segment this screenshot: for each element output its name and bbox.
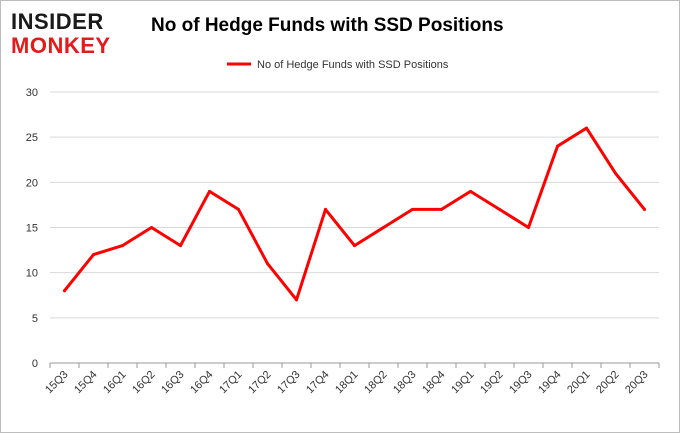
- x-tick-label: 20Q1: [565, 369, 593, 397]
- x-tick-label: 16Q2: [130, 369, 158, 397]
- x-tick-label: 17Q2: [246, 369, 274, 397]
- x-tick-label: 19Q2: [478, 369, 506, 397]
- x-tick-label: 16Q4: [188, 369, 216, 397]
- data-point: [92, 253, 95, 257]
- logo-text-top: INSIDER: [11, 9, 104, 34]
- x-tick-label: 18Q4: [420, 369, 448, 397]
- data-point: [237, 207, 240, 211]
- data-point: [382, 226, 385, 229]
- data-point: [295, 298, 298, 302]
- x-tick-label: 17Q1: [217, 369, 245, 397]
- x-tick-label: 20Q2: [594, 369, 622, 397]
- data-point: [556, 144, 559, 148]
- data-point: [208, 189, 211, 193]
- data-point: [150, 226, 153, 229]
- y-tick-label: 25: [26, 132, 38, 144]
- y-tick-label: 0: [32, 358, 38, 370]
- logo-text-bottom: MONKEY: [11, 33, 111, 58]
- data-point: [469, 189, 472, 193]
- x-tick-label: 17Q3: [275, 369, 303, 397]
- legend-label: No of Hedge Funds with SSD Positions: [257, 59, 449, 71]
- x-tick-label: 19Q1: [449, 369, 477, 397]
- x-tick-label: 19Q4: [536, 369, 564, 397]
- x-tick-label: 15Q3: [43, 369, 71, 397]
- chart-title: No of Hedge Funds with SSD Positions: [151, 15, 504, 36]
- data-point: [585, 126, 588, 130]
- y-tick-label: 20: [26, 177, 38, 189]
- x-tick-label: 17Q4: [304, 369, 332, 397]
- x-tick-label: 18Q1: [333, 369, 361, 397]
- data-point: [614, 171, 617, 175]
- x-tick-label: 18Q2: [362, 369, 390, 397]
- data-point: [527, 226, 530, 229]
- x-tick-label: 16Q1: [101, 369, 129, 397]
- data-point: [121, 244, 124, 248]
- data-point: [266, 262, 269, 266]
- data-point: [411, 207, 414, 211]
- y-tick-label: 10: [26, 268, 38, 280]
- data-point: [63, 289, 66, 293]
- x-tick-label: 20Q3: [623, 369, 651, 397]
- data-point: [353, 244, 356, 248]
- y-tick-label: 30: [26, 87, 38, 99]
- y-tick-label: 5: [32, 313, 38, 325]
- x-tick-label: 18Q3: [391, 369, 419, 397]
- data-point: [498, 207, 501, 211]
- insider-monkey-logo: INSIDER MONKEY: [11, 9, 129, 59]
- x-tick-label: 15Q4: [72, 369, 100, 397]
- x-tick-label: 19Q3: [507, 369, 535, 397]
- data-point: [440, 207, 443, 211]
- x-tick-label: 16Q3: [159, 369, 187, 397]
- series-line: [63, 126, 646, 302]
- y-tick-label: 15: [26, 223, 38, 235]
- data-point: [643, 207, 646, 211]
- data-point: [324, 207, 327, 211]
- data-point: [179, 244, 182, 248]
